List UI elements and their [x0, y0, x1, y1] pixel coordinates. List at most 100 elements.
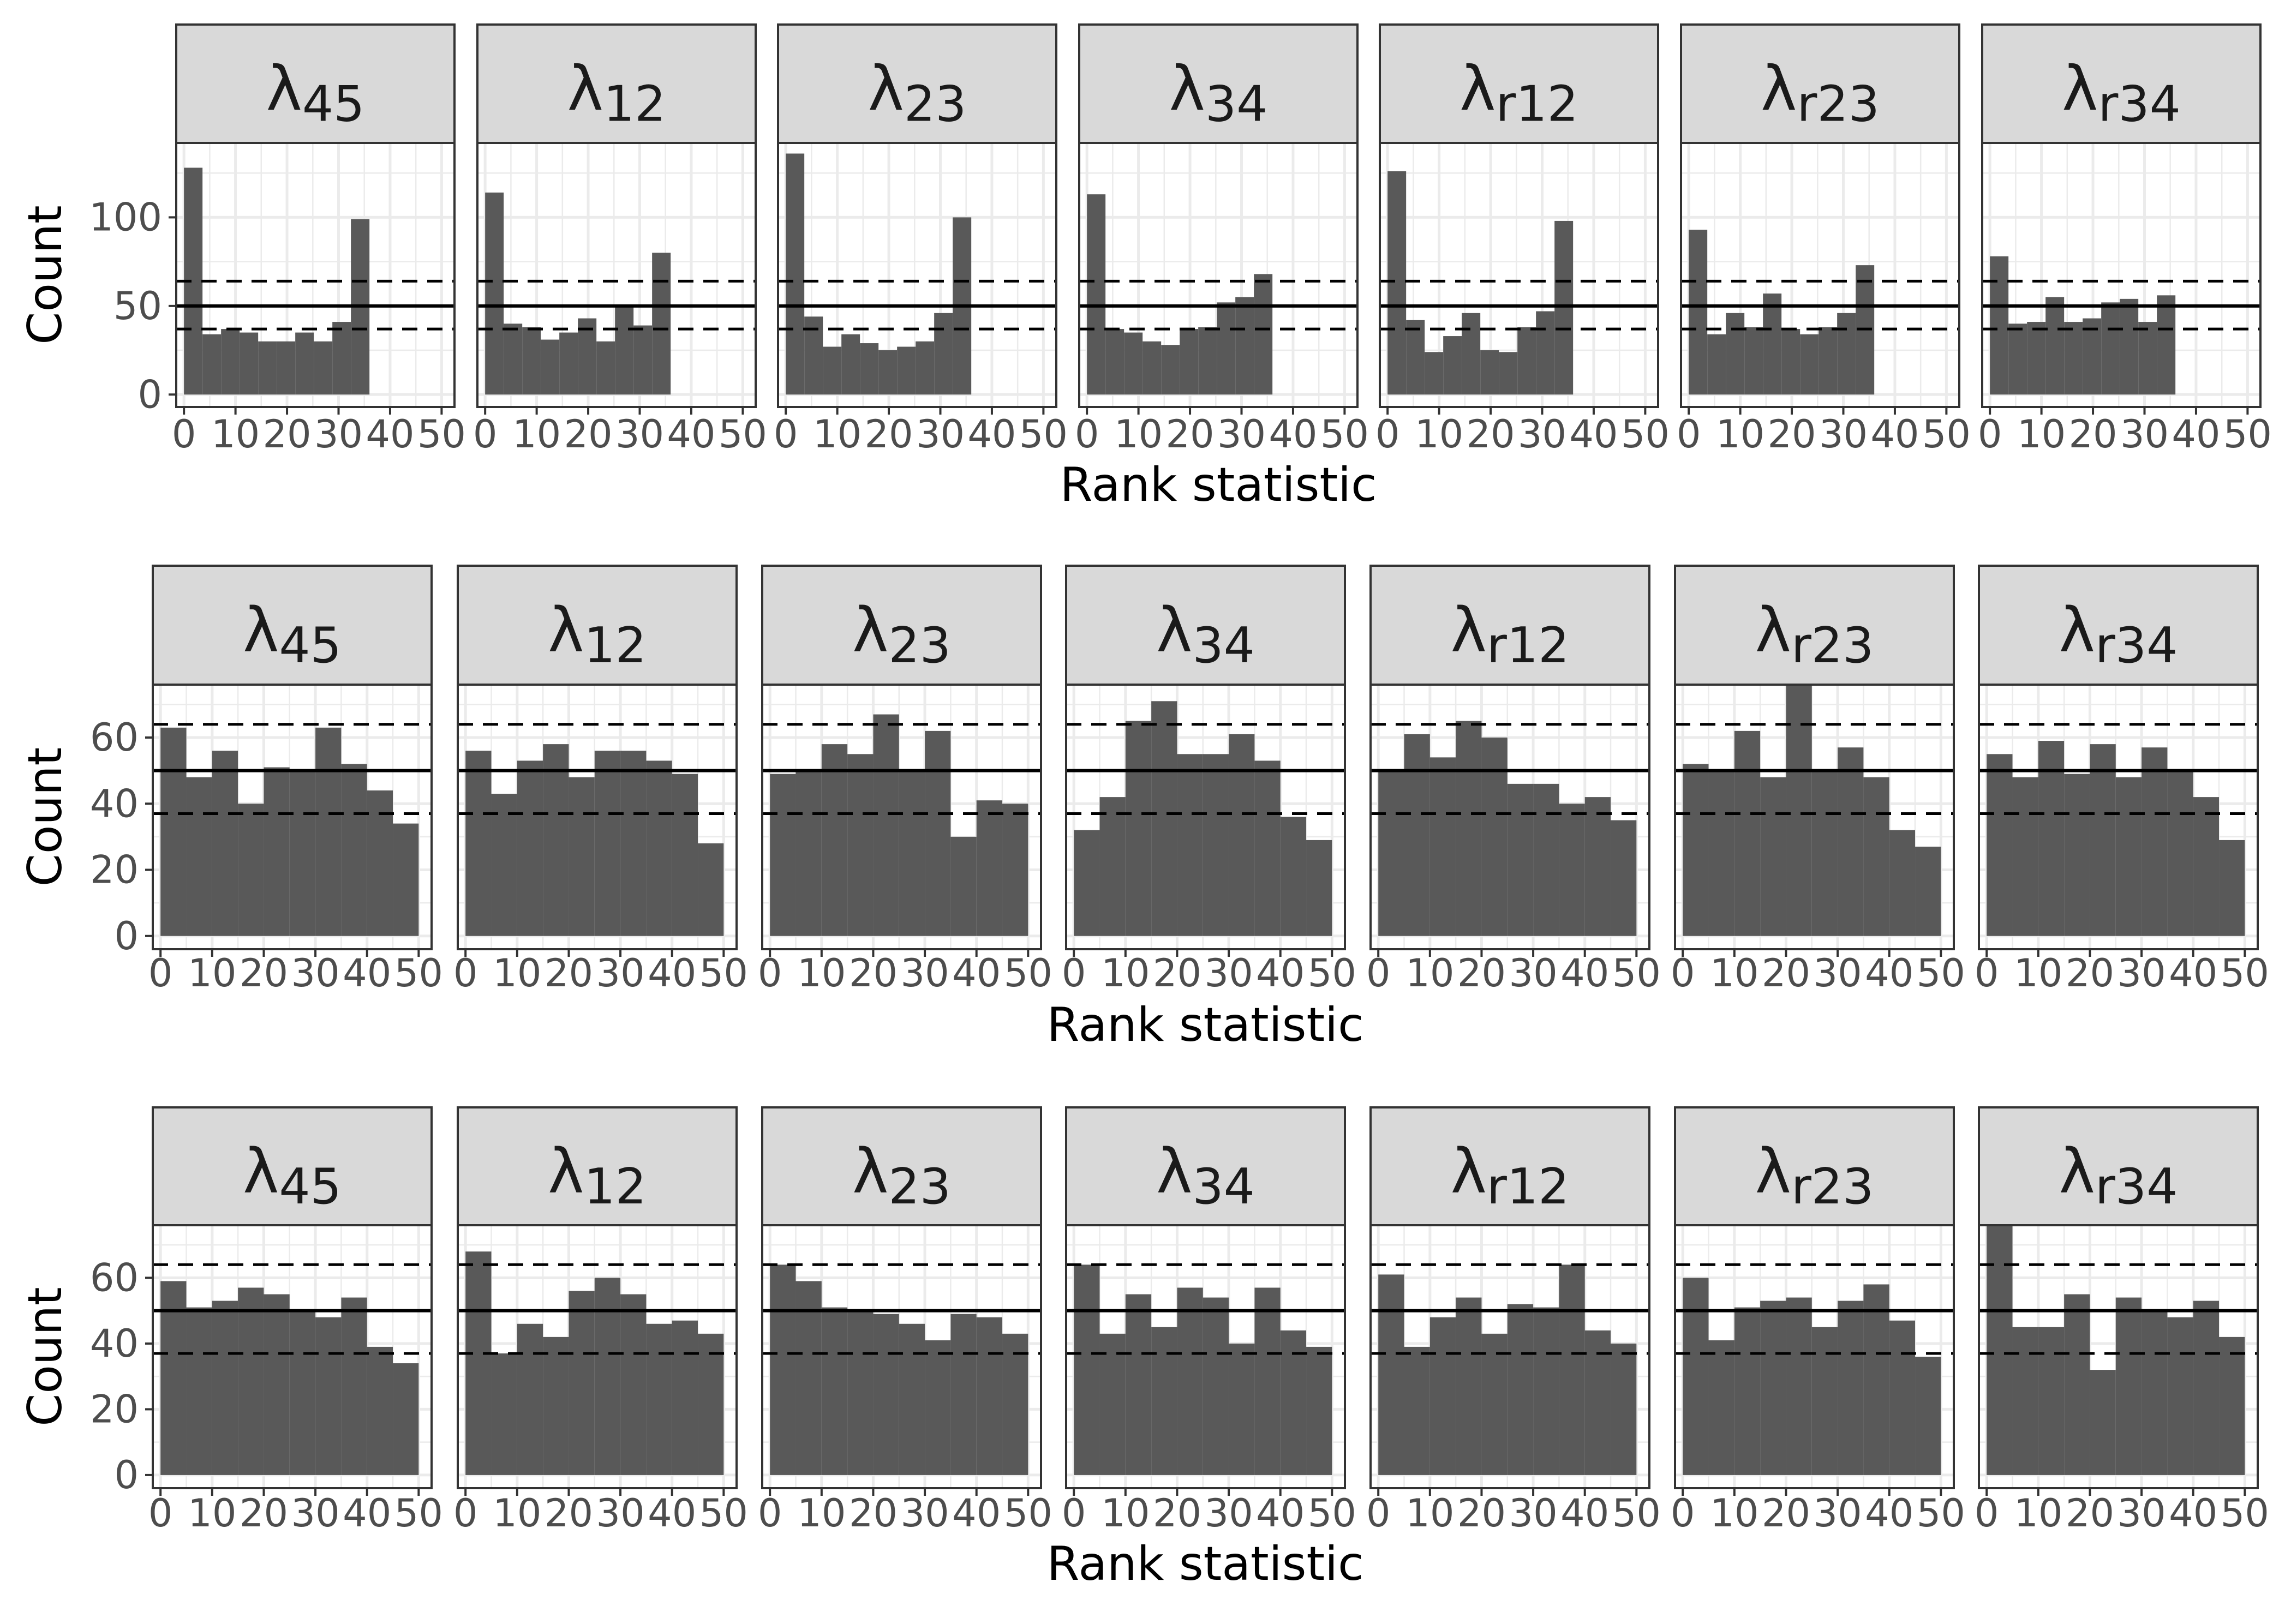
histogram-bar [2038, 741, 2065, 936]
x-tick-label: 20 [1457, 1491, 1506, 1536]
histogram-bar [1456, 1297, 1482, 1475]
strip-label-subscript: r34 [2095, 1158, 2178, 1215]
strip-label-subscript: 23 [904, 76, 967, 133]
histogram-bar [2008, 323, 2027, 395]
histogram-bar [2115, 777, 2142, 936]
histogram-bar [332, 322, 351, 395]
x-tick-label: 0 [1671, 951, 1695, 996]
histogram-bar [1707, 334, 1726, 395]
histogram-bar [950, 836, 977, 936]
histogram-bar [1838, 747, 1864, 936]
histogram-bar [786, 153, 805, 395]
strip-label-symbol: λ [1169, 54, 1205, 125]
histogram-bar [1863, 777, 1889, 936]
strip-label-subscript: 34 [1192, 1158, 1255, 1215]
x-tick-label: 0 [758, 951, 782, 996]
histogram-bar [1151, 701, 1177, 936]
facet-panel: λ12 0 10 20 30 40 50 [473, 23, 767, 457]
facet-strip [152, 1106, 433, 1226]
histogram-bar [878, 350, 898, 395]
x-tick-label: 40 [343, 1491, 391, 1536]
x-tick-label: 0 [473, 412, 498, 457]
histogram-bar [202, 334, 222, 395]
x-tick-label: 10 [1101, 951, 1150, 996]
x-tick-label: 10 [188, 951, 236, 996]
x-tick-label: 40 [2169, 1491, 2217, 1536]
histogram-bar [341, 764, 367, 936]
y-tick-label: 40 [90, 1321, 139, 1366]
x-tick-label: 10 [797, 951, 846, 996]
x-tick-label: 10 [813, 412, 862, 457]
histogram-bar [925, 1340, 951, 1475]
histogram-bar [2157, 295, 2176, 395]
histogram-bar [1811, 1327, 1838, 1475]
histogram-bar [522, 327, 541, 395]
histogram-bar [1481, 738, 1508, 936]
histogram-bar [821, 1307, 848, 1475]
histogram-bar [258, 341, 277, 395]
histogram-bar [1611, 1343, 1637, 1475]
x-tick-label: 40 [1870, 412, 1919, 457]
histogram-bar [847, 1310, 874, 1475]
histogram-bar [899, 1323, 925, 1475]
facet-strip-label: λ45 [266, 54, 365, 133]
x-tick-label: 10 [797, 1491, 846, 1536]
strip-label-symbol: λ [868, 54, 904, 125]
facet-strip-label: λr34 [2059, 595, 2178, 674]
strip-label-symbol: λ [548, 1136, 584, 1207]
histogram-bar [1443, 336, 1462, 395]
facet-strip-label: λr23 [1755, 1136, 1874, 1215]
facet-panel: λr23 0 10 20 30 40 50 [1671, 565, 1965, 996]
x-axis-title: Rank statistic [1047, 1537, 1364, 1591]
histogram-bar [950, 1314, 977, 1475]
histogram-bar [1177, 1287, 1203, 1475]
x-tick-label: 50 [1004, 1491, 1052, 1536]
histogram-bar [1533, 1307, 1559, 1475]
x-tick-label: 50 [2221, 1491, 2269, 1536]
x-tick-label: 20 [1762, 1491, 1810, 1536]
x-tick-label: 40 [648, 1491, 696, 1536]
histogram-bar [2115, 1297, 2142, 1475]
x-tick-label: 10 [211, 412, 260, 457]
histogram-bar [1889, 1320, 1916, 1475]
x-tick-label: 30 [1205, 1491, 1253, 1536]
histogram-bar [2219, 1337, 2245, 1475]
histogram-bar [934, 313, 953, 395]
facet-strip-label: λr12 [1451, 595, 1570, 674]
histogram-bar [1800, 334, 1819, 395]
histogram-bar [1708, 1340, 1734, 1475]
facet-panel: λr23 0 10 20 30 40 50 [1671, 1106, 1965, 1536]
histogram-bar [1143, 341, 1162, 395]
histogram-bar [1760, 1301, 1786, 1475]
histogram-bar [1180, 329, 1199, 395]
strip-label-subscript: 12 [584, 1158, 647, 1215]
strip-label-subscript: r12 [1496, 76, 1578, 133]
x-tick-label: 30 [2118, 1491, 2166, 1536]
x-tick-label: 10 [2014, 1491, 2062, 1536]
histogram-bar [277, 341, 296, 395]
histogram-bar [541, 339, 560, 395]
histogram-bar [873, 714, 899, 936]
strip-label-subscript: r23 [1791, 617, 1874, 674]
histogram-bar [186, 1307, 212, 1475]
facet-panel: λr12 0 10 20 30 40 50 [1366, 565, 1661, 996]
histogram-bar [517, 760, 543, 936]
histogram-bar [221, 329, 240, 395]
x-tick-label: 10 [2017, 412, 2066, 457]
facet-panel: λ23 0 10 20 30 40 50 [774, 23, 1068, 457]
x-tick-label: 20 [1153, 1491, 1201, 1536]
x-tick-label: 40 [967, 412, 1016, 457]
histogram-bar [2167, 1317, 2193, 1475]
facet-strip-label: λr23 [1755, 595, 1874, 674]
x-tick-label: 50 [1917, 951, 1965, 996]
facet-strip [1065, 1106, 1346, 1226]
histogram-bar [823, 346, 842, 395]
x-tick-label: 10 [2014, 951, 2062, 996]
histogram-bar [238, 804, 264, 936]
histogram-bar [976, 800, 1003, 936]
histogram-bar [2064, 1294, 2090, 1475]
y-tick-label: 50 [113, 284, 162, 328]
facet-strip [1674, 1106, 1955, 1226]
